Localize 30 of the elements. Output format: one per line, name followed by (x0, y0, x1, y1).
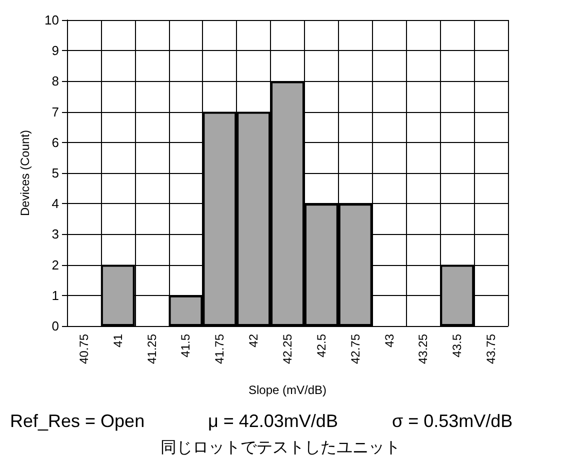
y-tick-label: 7 (52, 104, 59, 120)
x-tick-label: 40.75 (76, 334, 91, 364)
x-tick-label: 42.5 (314, 334, 328, 358)
text: σ = 0.53mV/dB (392, 411, 513, 431)
x-tick-label: 41.25 (144, 334, 159, 364)
y-tick-label: 3 (52, 226, 59, 242)
text: 同じロットでテストしたユニット (160, 440, 400, 456)
x-tick-label: 43.5 (450, 334, 464, 358)
y-tick-label: 1 (52, 288, 59, 303)
x-tick-label: 41 (110, 334, 125, 348)
x-tick-label: 43 (382, 334, 396, 348)
y-tick-label: 2 (52, 257, 59, 272)
text: μ = 42.03mV/dB (208, 411, 338, 431)
y-tick-label: 0 (52, 318, 59, 334)
x-tick-label: 42.25 (280, 334, 294, 364)
y-tick-label: 4 (52, 196, 59, 212)
x-tick-label: 42 (246, 334, 261, 348)
y-tick-label: 8 (52, 74, 59, 89)
y-tick-label: 9 (52, 43, 59, 58)
x-axis-title: Slope (mV/dB) (248, 383, 327, 397)
x-tick-label: 41.5 (178, 334, 193, 358)
x-tick-label: 41.75 (212, 334, 227, 364)
y-tick-label: 5 (52, 166, 59, 180)
x-tick-label: 43.25 (416, 334, 430, 364)
x-tick-label: 42.75 (348, 334, 362, 364)
x-tick-label: 43.75 (484, 334, 498, 364)
text: Ref_Res = Open (10, 411, 145, 431)
y-axis-title: Devices (Count) (18, 130, 32, 216)
y-tick-label: 10 (44, 12, 59, 28)
y-tick-label: 6 (52, 134, 59, 150)
